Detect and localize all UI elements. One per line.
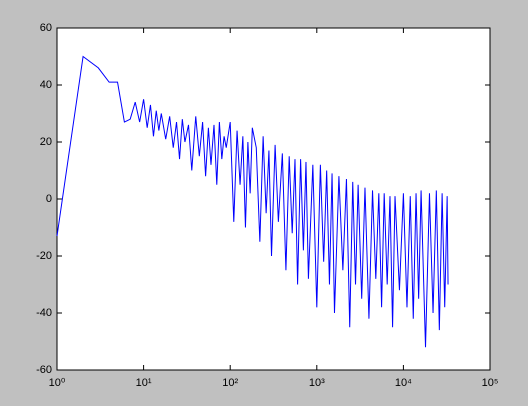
y-tick-label: 0	[46, 193, 52, 205]
x-tick-label: 10²	[222, 377, 238, 389]
x-tick-label: 10³	[309, 377, 325, 389]
x-tick-label: 10⁵	[482, 377, 499, 389]
y-tick-label: 20	[40, 136, 52, 148]
y-tick-label: -60	[36, 364, 52, 376]
y-tick-label: -20	[36, 250, 52, 262]
y-tick-label: 60	[40, 22, 52, 34]
y-tick-label: 40	[40, 79, 52, 91]
x-tick-label: 10⁰	[49, 377, 66, 389]
data-line	[56, 55, 449, 348]
y-tick-label: -40	[36, 307, 52, 319]
x-tick-label: 10⁴	[395, 377, 412, 389]
x-tick-label: 10¹	[136, 377, 152, 389]
